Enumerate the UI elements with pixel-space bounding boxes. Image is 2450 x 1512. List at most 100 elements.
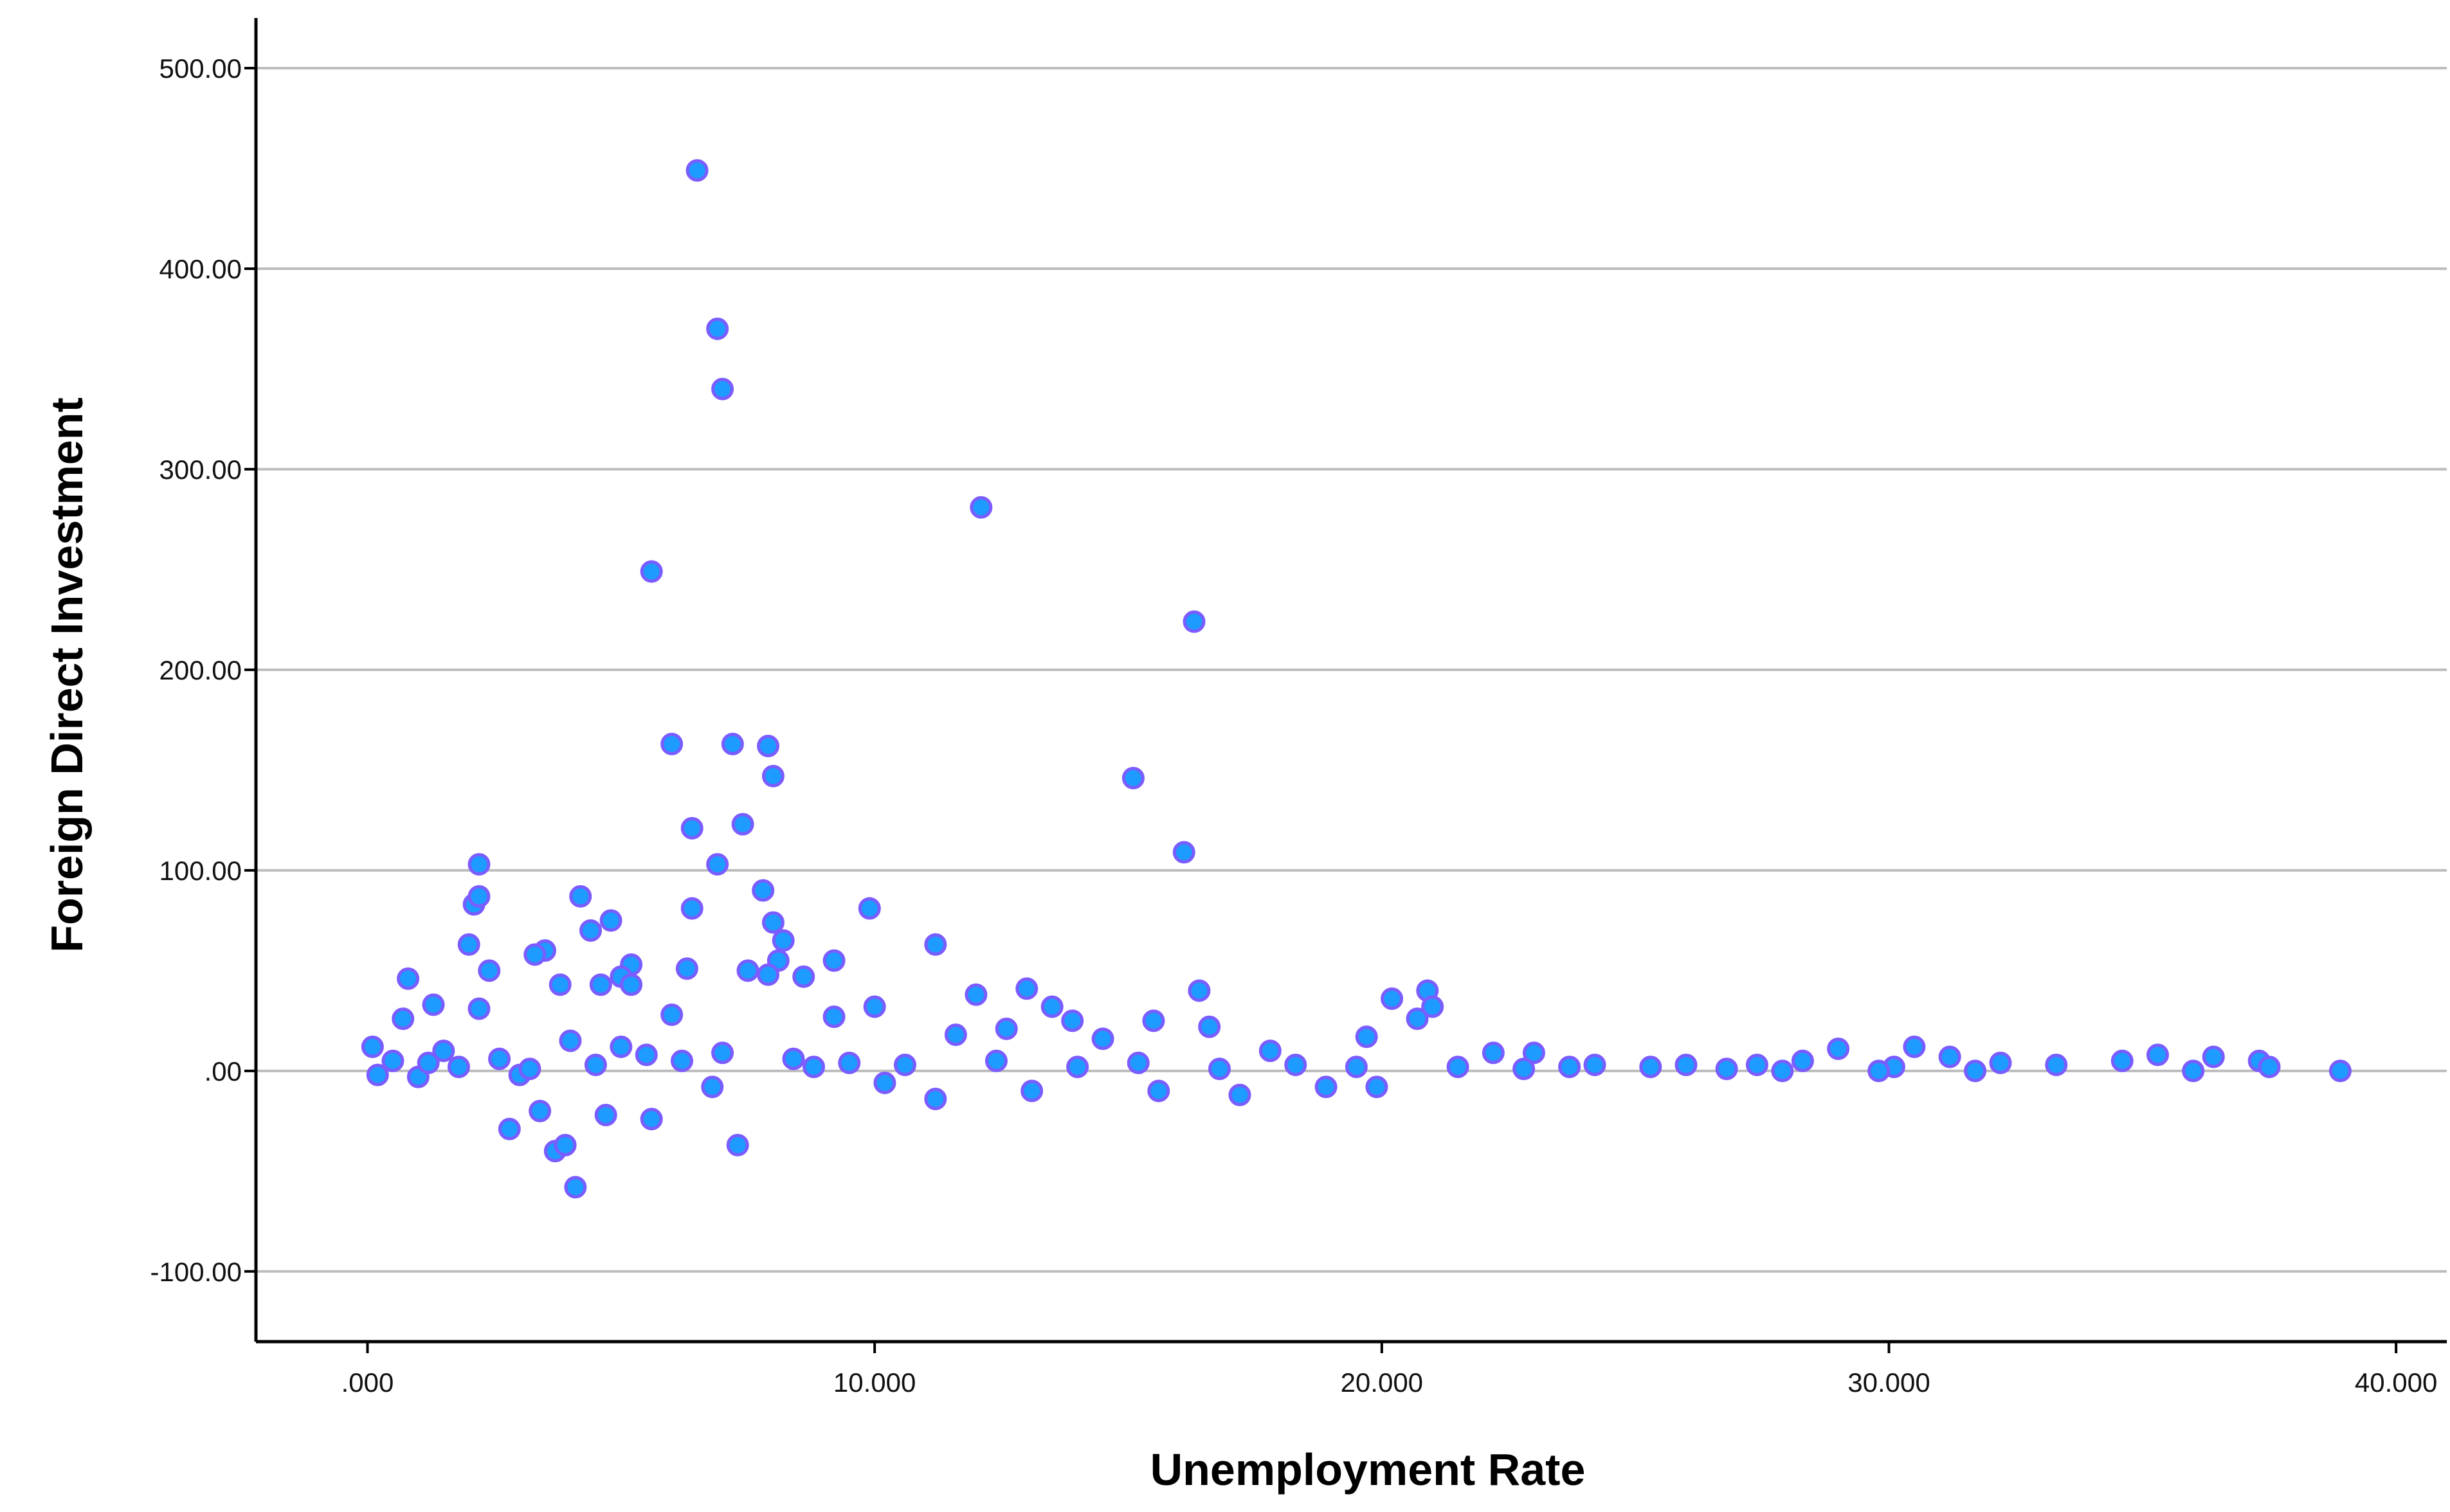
y-tick-label: 100.00 <box>159 856 242 886</box>
y-axis-title: Foreign Direct Investment <box>42 397 92 953</box>
data-point <box>1091 1027 1114 1050</box>
data-point <box>711 377 734 401</box>
data-point <box>1188 979 1211 1002</box>
data-point <box>559 1029 582 1052</box>
x-tick-label: .000 <box>341 1367 394 1398</box>
data-point <box>970 496 993 519</box>
data-point <box>467 853 491 876</box>
data-point <box>432 1040 455 1063</box>
data-point <box>792 965 815 988</box>
data-points <box>361 159 2352 1199</box>
data-point <box>1147 1079 1170 1102</box>
data-point <box>1715 1058 1738 1081</box>
data-point <box>1745 1053 1768 1076</box>
data-point <box>1228 1083 1251 1106</box>
data-point <box>822 1005 846 1029</box>
data-point <box>772 929 795 952</box>
y-tick-label: .00 <box>204 1056 242 1086</box>
data-point <box>1827 1038 1850 1061</box>
data-point <box>584 1053 607 1076</box>
data-point <box>711 1041 734 1065</box>
data-point <box>1208 1058 1231 1081</box>
data-point <box>757 734 780 757</box>
data-point <box>985 1049 1008 1072</box>
data-point <box>422 993 445 1016</box>
data-point <box>1421 995 1444 1018</box>
data-point <box>1142 1009 1165 1032</box>
data-point <box>721 732 744 755</box>
data-point <box>417 1051 440 1074</box>
x-tick-label: 40.000 <box>2355 1367 2437 1398</box>
data-point <box>569 885 592 908</box>
data-point <box>579 919 603 942</box>
data-point <box>488 1047 511 1070</box>
data-point <box>822 949 846 972</box>
data-point <box>706 853 729 876</box>
data-point <box>1867 1059 1891 1083</box>
data-point <box>838 1051 861 1074</box>
data-point <box>467 997 491 1020</box>
data-point <box>1381 987 1404 1011</box>
data-point <box>594 1103 617 1126</box>
data-point <box>924 933 947 956</box>
data-point <box>640 560 663 583</box>
data-point <box>873 1072 896 1095</box>
data-point <box>610 1035 633 1058</box>
axes <box>254 18 2447 1344</box>
data-point <box>761 911 785 934</box>
x-tick-label: 10.000 <box>833 1367 916 1398</box>
data-point <box>361 1035 384 1058</box>
data-point <box>782 1047 805 1070</box>
data-point <box>1183 610 1206 633</box>
data-point <box>995 1017 1018 1040</box>
data-point <box>1121 766 1145 789</box>
data-point <box>620 973 643 996</box>
data-point <box>706 318 729 341</box>
data-point <box>554 1133 577 1156</box>
data-point <box>1127 1051 1150 1074</box>
data-point <box>670 1049 693 1072</box>
data-point <box>1674 1053 1698 1076</box>
y-tick-label: 400.00 <box>159 254 242 284</box>
data-point <box>893 1053 916 1076</box>
data-point <box>1258 1040 1282 1063</box>
data-point <box>498 1117 521 1140</box>
data-point <box>447 1056 470 1079</box>
data-point <box>2110 1049 2134 1072</box>
data-point <box>1061 1009 1084 1032</box>
data-point <box>1964 1059 1987 1083</box>
y-tick-label: 200.00 <box>159 655 242 685</box>
data-point <box>1284 1053 1307 1076</box>
data-point <box>924 1088 947 1111</box>
data-point <box>1314 1076 1338 1099</box>
data-point <box>680 816 703 840</box>
data-point <box>2045 1053 2068 1076</box>
data-point <box>529 1099 552 1122</box>
data-point <box>1558 1056 1581 1079</box>
data-point <box>1989 1051 2012 1074</box>
data-point <box>467 885 491 908</box>
data-point <box>736 959 759 982</box>
data-point <box>1365 1076 1388 1099</box>
data-point <box>1938 1045 1961 1068</box>
data-point <box>549 973 572 996</box>
data-point <box>1015 977 1039 1000</box>
gridlines <box>256 66 2447 1273</box>
data-point <box>2202 1045 2225 1068</box>
data-point <box>1791 1049 1814 1072</box>
data-point <box>564 1176 587 1199</box>
x-axis-title: Unemployment Rate <box>1150 1444 1586 1495</box>
data-point <box>1639 1056 1662 1079</box>
data-point <box>1522 1041 1545 1065</box>
data-point <box>518 1058 541 1081</box>
data-point <box>858 897 881 920</box>
data-point <box>701 1076 724 1099</box>
data-point <box>803 1056 826 1079</box>
x-axis-ticks: .000 10.000 20.000 30.000 40.000 <box>341 1342 2437 1398</box>
data-point <box>752 879 775 902</box>
y-tick-label: 500.00 <box>159 53 242 84</box>
data-point <box>1406 1007 1429 1030</box>
data-point <box>635 1043 658 1066</box>
data-point <box>863 995 886 1018</box>
